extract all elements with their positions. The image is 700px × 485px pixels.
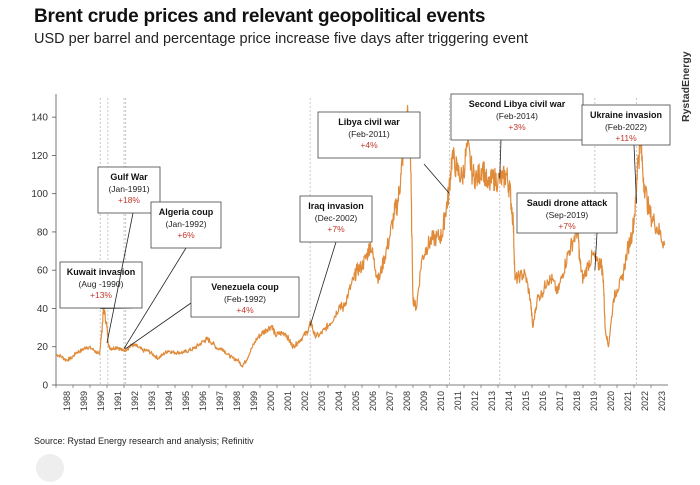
x-tick-label: 2016 bbox=[538, 391, 548, 411]
x-tick-label: 1988 bbox=[62, 391, 72, 411]
x-tick-label: 2010 bbox=[436, 391, 446, 411]
annotation-box bbox=[299, 195, 373, 243]
y-tick-label: 60 bbox=[37, 266, 49, 277]
annotation-title: Algeria coup bbox=[159, 207, 214, 217]
x-tick-label: 2006 bbox=[368, 391, 378, 411]
annotation-leader-line bbox=[106, 212, 134, 343]
annotation-leader-line bbox=[309, 241, 337, 326]
annotation-pct: +18% bbox=[118, 195, 140, 205]
y-tick-label: 140 bbox=[31, 113, 48, 124]
decorative-dots bbox=[36, 454, 64, 482]
annotation-pct: +13% bbox=[90, 290, 112, 300]
annotation-title: Gulf War bbox=[110, 172, 148, 182]
annotation-title: Kuwait invasion bbox=[67, 267, 136, 277]
x-tick-label: 1992 bbox=[130, 391, 140, 411]
annotation-pct: +3% bbox=[508, 122, 526, 132]
x-tick-label: 2017 bbox=[555, 391, 565, 411]
x-tick-label: 2021 bbox=[623, 391, 633, 411]
annotation-title: Ukraine invasion bbox=[590, 110, 662, 120]
x-tick-label: 2023 bbox=[657, 391, 667, 411]
annotation-box bbox=[516, 192, 618, 234]
annotation-date: (Feb-2022) bbox=[605, 122, 647, 132]
annotation-pct: +4% bbox=[236, 305, 254, 315]
annotation-date: (Jan-1991) bbox=[108, 184, 149, 194]
annotation-pct: +6% bbox=[177, 230, 195, 240]
price-series-line bbox=[55, 104, 666, 368]
x-tick-label: 2004 bbox=[334, 391, 344, 411]
x-tick-label: 2013 bbox=[487, 391, 497, 411]
y-tick-label: 100 bbox=[31, 189, 48, 200]
x-tick-label: 2005 bbox=[351, 391, 361, 411]
y-tick-label: 0 bbox=[42, 381, 48, 392]
x-tick-label: 2009 bbox=[419, 391, 429, 411]
annotation-leader-line bbox=[423, 163, 450, 194]
annotation-box bbox=[59, 261, 143, 309]
x-tick-label: 1999 bbox=[249, 391, 259, 411]
x-tick-label: 1994 bbox=[164, 391, 174, 411]
y-tick-label: 20 bbox=[37, 342, 49, 353]
x-tick-label: 1997 bbox=[215, 391, 225, 411]
annotation-title: Libya civil war bbox=[338, 117, 400, 127]
annotation-title: Second Libya civil war bbox=[469, 99, 566, 109]
annotation-title: Venezuela coup bbox=[211, 282, 279, 292]
annotation-pct: +7% bbox=[558, 221, 576, 231]
y-tick-label: 120 bbox=[31, 151, 48, 162]
x-tick-label: 2007 bbox=[385, 391, 395, 411]
annotation-box bbox=[97, 166, 161, 214]
annotation-date: (Feb-2014) bbox=[496, 111, 538, 121]
x-tick-label: 2011 bbox=[453, 391, 463, 410]
x-tick-label: 1996 bbox=[198, 391, 208, 411]
annotation-leader-line bbox=[633, 144, 637, 204]
annotation-date: (Sep-2019) bbox=[546, 210, 589, 220]
annotation-date: (Aug -1990) bbox=[79, 279, 124, 289]
annotation-leader-line bbox=[499, 139, 502, 179]
annotation-leader-line bbox=[123, 247, 187, 349]
annotation-leader-line bbox=[594, 232, 598, 271]
x-tick-label: 2014 bbox=[504, 391, 514, 411]
annotation-date: (Feb-2011) bbox=[348, 129, 390, 139]
x-tick-label: 1990 bbox=[96, 391, 106, 411]
annotation-box bbox=[317, 111, 421, 159]
x-tick-label: 2003 bbox=[317, 391, 327, 411]
x-tick-label: 2019 bbox=[589, 391, 599, 411]
x-tick-label: 2022 bbox=[640, 391, 650, 411]
x-tick-label: 2002 bbox=[300, 391, 310, 411]
annotation-title: Iraq invasion bbox=[308, 201, 364, 211]
annotation-box bbox=[150, 201, 222, 249]
x-tick-label: 1998 bbox=[232, 391, 242, 411]
chart-title: Brent crude prices and relevant geopolit… bbox=[34, 6, 486, 27]
x-tick-label: 2015 bbox=[521, 391, 531, 411]
annotation-pct: +7% bbox=[327, 224, 345, 234]
x-tick-label: 2020 bbox=[606, 391, 616, 411]
x-tick-label: 1989 bbox=[79, 391, 89, 411]
x-tick-label: 1995 bbox=[181, 391, 191, 411]
y-tick-label: 80 bbox=[37, 227, 49, 238]
annotation-pct: +4% bbox=[360, 140, 378, 150]
annotation-date: (Dec-2002) bbox=[315, 213, 358, 223]
x-tick-label: 1993 bbox=[147, 391, 157, 411]
annotation-date: (Jan-1992) bbox=[165, 219, 206, 229]
y-tick-label: 40 bbox=[37, 304, 49, 315]
x-tick-label: 1991 bbox=[113, 391, 123, 411]
annotation-box bbox=[581, 104, 671, 146]
chart-subtitle: USD per barrel and percentage price incr… bbox=[34, 31, 529, 47]
annotation-title: Saudi drone attack bbox=[527, 198, 609, 208]
x-tick-label: 2000 bbox=[266, 391, 276, 411]
source-note: Source: Rystad Energy research and analy… bbox=[34, 436, 254, 446]
annotation-pct: +11% bbox=[615, 133, 637, 143]
x-tick-label: 2012 bbox=[470, 391, 480, 411]
x-tick-label: 2008 bbox=[402, 391, 412, 411]
x-tick-label: 2001 bbox=[283, 391, 293, 411]
annotation-date: (Feb-1992) bbox=[224, 294, 266, 304]
annotation-leader-line bbox=[125, 302, 192, 349]
x-tick-label: 2018 bbox=[572, 391, 582, 411]
annotation-box bbox=[190, 276, 300, 318]
annotation-box bbox=[450, 93, 584, 141]
